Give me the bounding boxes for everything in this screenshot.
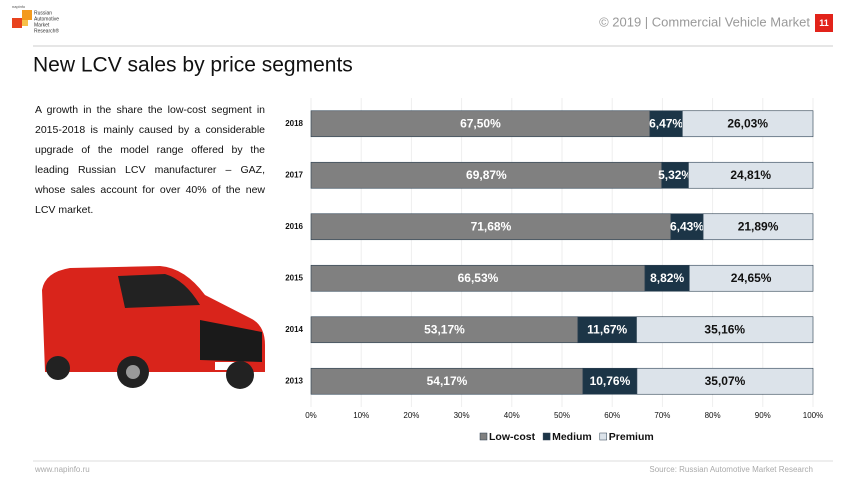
y-tick-label: 2014 bbox=[285, 325, 303, 334]
bar-segment bbox=[310, 316, 579, 344]
x-tick-label: 40% bbox=[504, 411, 520, 420]
legend-label: Medium bbox=[552, 431, 592, 443]
legend-swatch bbox=[479, 432, 488, 441]
data-label: 10,76% bbox=[590, 374, 631, 388]
data-label: 54,17% bbox=[427, 374, 468, 388]
x-tick-label: 10% bbox=[353, 411, 369, 420]
bar-segment bbox=[577, 316, 637, 344]
y-tick-label: 2016 bbox=[285, 222, 303, 231]
footer-right: Source: Russian Automotive Market Resear… bbox=[649, 465, 813, 474]
data-label: 26,03% bbox=[727, 116, 768, 130]
data-label: 6,43% bbox=[670, 219, 704, 233]
bar-segment bbox=[702, 213, 814, 241]
logo-square bbox=[22, 10, 32, 20]
legend-label: Low-cost bbox=[489, 431, 536, 443]
header-title: © 2019 | Commercial Vehicle Market bbox=[599, 14, 810, 29]
footer-left: www.napinfo.ru bbox=[34, 465, 90, 474]
bar-segment bbox=[636, 316, 814, 344]
page-number: 11 bbox=[819, 18, 829, 28]
data-label: 11,67% bbox=[587, 322, 627, 336]
bar-segment bbox=[649, 110, 683, 138]
logo-line: Market bbox=[34, 22, 50, 28]
bar-segment bbox=[310, 367, 584, 395]
slide-title: New LCV sales by price segments bbox=[33, 54, 353, 77]
x-tick-label: 20% bbox=[403, 411, 419, 420]
bar-segment bbox=[670, 213, 704, 241]
legend-swatch bbox=[599, 432, 608, 441]
x-tick-label: 80% bbox=[705, 411, 721, 420]
bar-segment bbox=[688, 264, 814, 292]
bar-segment bbox=[310, 213, 672, 241]
bar-segment bbox=[661, 161, 689, 189]
x-tick-label: 30% bbox=[454, 411, 470, 420]
y-tick-label: 2018 bbox=[285, 119, 303, 128]
legend-label: Premium bbox=[609, 431, 654, 443]
data-label: 5,32% bbox=[658, 168, 692, 182]
x-tick-label: 100% bbox=[803, 411, 823, 420]
y-tick-label: 2017 bbox=[285, 170, 303, 179]
data-label: 66,53% bbox=[458, 271, 499, 285]
page-badge bbox=[815, 14, 833, 32]
data-label: 35,16% bbox=[704, 322, 745, 336]
data-label: 35,07% bbox=[705, 374, 746, 388]
data-label: 6,47% bbox=[649, 116, 683, 130]
logo-square bbox=[12, 18, 22, 28]
bar-segment bbox=[310, 110, 651, 138]
bar-segment bbox=[310, 161, 663, 189]
data-label: 67,50% bbox=[460, 116, 501, 130]
data-label: 21,89% bbox=[738, 219, 779, 233]
y-tick-label: 2015 bbox=[285, 273, 303, 282]
logo-square bbox=[22, 20, 28, 26]
bar-segment bbox=[682, 110, 814, 138]
data-label: 53,17% bbox=[424, 322, 465, 336]
x-tick-label: 60% bbox=[604, 411, 620, 420]
x-tick-label: 0% bbox=[305, 411, 317, 420]
logo-line: Research® bbox=[34, 27, 59, 34]
data-label: 8,82% bbox=[650, 271, 684, 285]
bar-segment bbox=[582, 367, 638, 395]
van bbox=[42, 266, 265, 389]
bar-segment bbox=[688, 161, 814, 189]
bar-segment bbox=[636, 367, 814, 395]
data-label: 24,65% bbox=[731, 271, 772, 285]
x-tick-label: 90% bbox=[755, 411, 771, 420]
x-tick-label: 70% bbox=[654, 411, 670, 420]
logo-line: Russian bbox=[34, 10, 52, 16]
data-label: 24,81% bbox=[730, 168, 771, 182]
logo-small: napinfo bbox=[12, 4, 26, 9]
data-label: 69,87% bbox=[466, 168, 507, 182]
paragraph: A growth in the share the low-cost segme… bbox=[35, 104, 265, 216]
legend-swatch bbox=[542, 432, 551, 441]
data-label: 71,68% bbox=[471, 219, 512, 233]
y-tick-label: 2013 bbox=[285, 376, 303, 385]
bar-segment bbox=[644, 264, 690, 292]
logo-line: Automotive bbox=[34, 16, 59, 22]
x-tick-label: 50% bbox=[554, 411, 570, 420]
